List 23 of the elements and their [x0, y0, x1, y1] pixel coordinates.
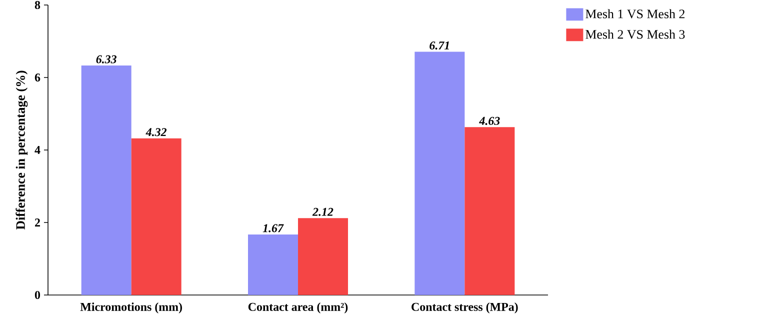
data-label: 4.32 [146, 128, 167, 136]
y-tick-label: 8 [34, 0, 40, 10]
data-label: 6.71 [430, 41, 449, 50]
bar [248, 234, 298, 295]
y-tick-label: 0 [34, 290, 40, 300]
x-tick-label: Micromotions (mm) [80, 302, 182, 314]
y-axis-title: Difference in percentage (%) [16, 70, 28, 230]
y-tick-label: 6 [34, 73, 40, 82]
data-label: 2.12 [312, 208, 334, 216]
y-tick-label: 4 [34, 146, 40, 154]
data-label: 6.33 [96, 55, 116, 64]
x-tick-label: Contact stress (MPa) [412, 302, 518, 314]
bar [464, 127, 515, 295]
data-label: 1.67 [262, 224, 284, 232]
bar [131, 138, 182, 295]
data-label: 4.63 [479, 116, 500, 125]
x-tick-label: Contact area (mm²) [248, 302, 348, 314]
legend-label: Mesh 1 VS Mesh 2 [586, 9, 684, 18]
bar [81, 66, 132, 295]
bar [298, 218, 348, 295]
bar [414, 52, 465, 295]
legend-label: Mesh 2 VS Mesh 3 [586, 30, 685, 39]
y-tick-label: 2 [35, 218, 40, 226]
